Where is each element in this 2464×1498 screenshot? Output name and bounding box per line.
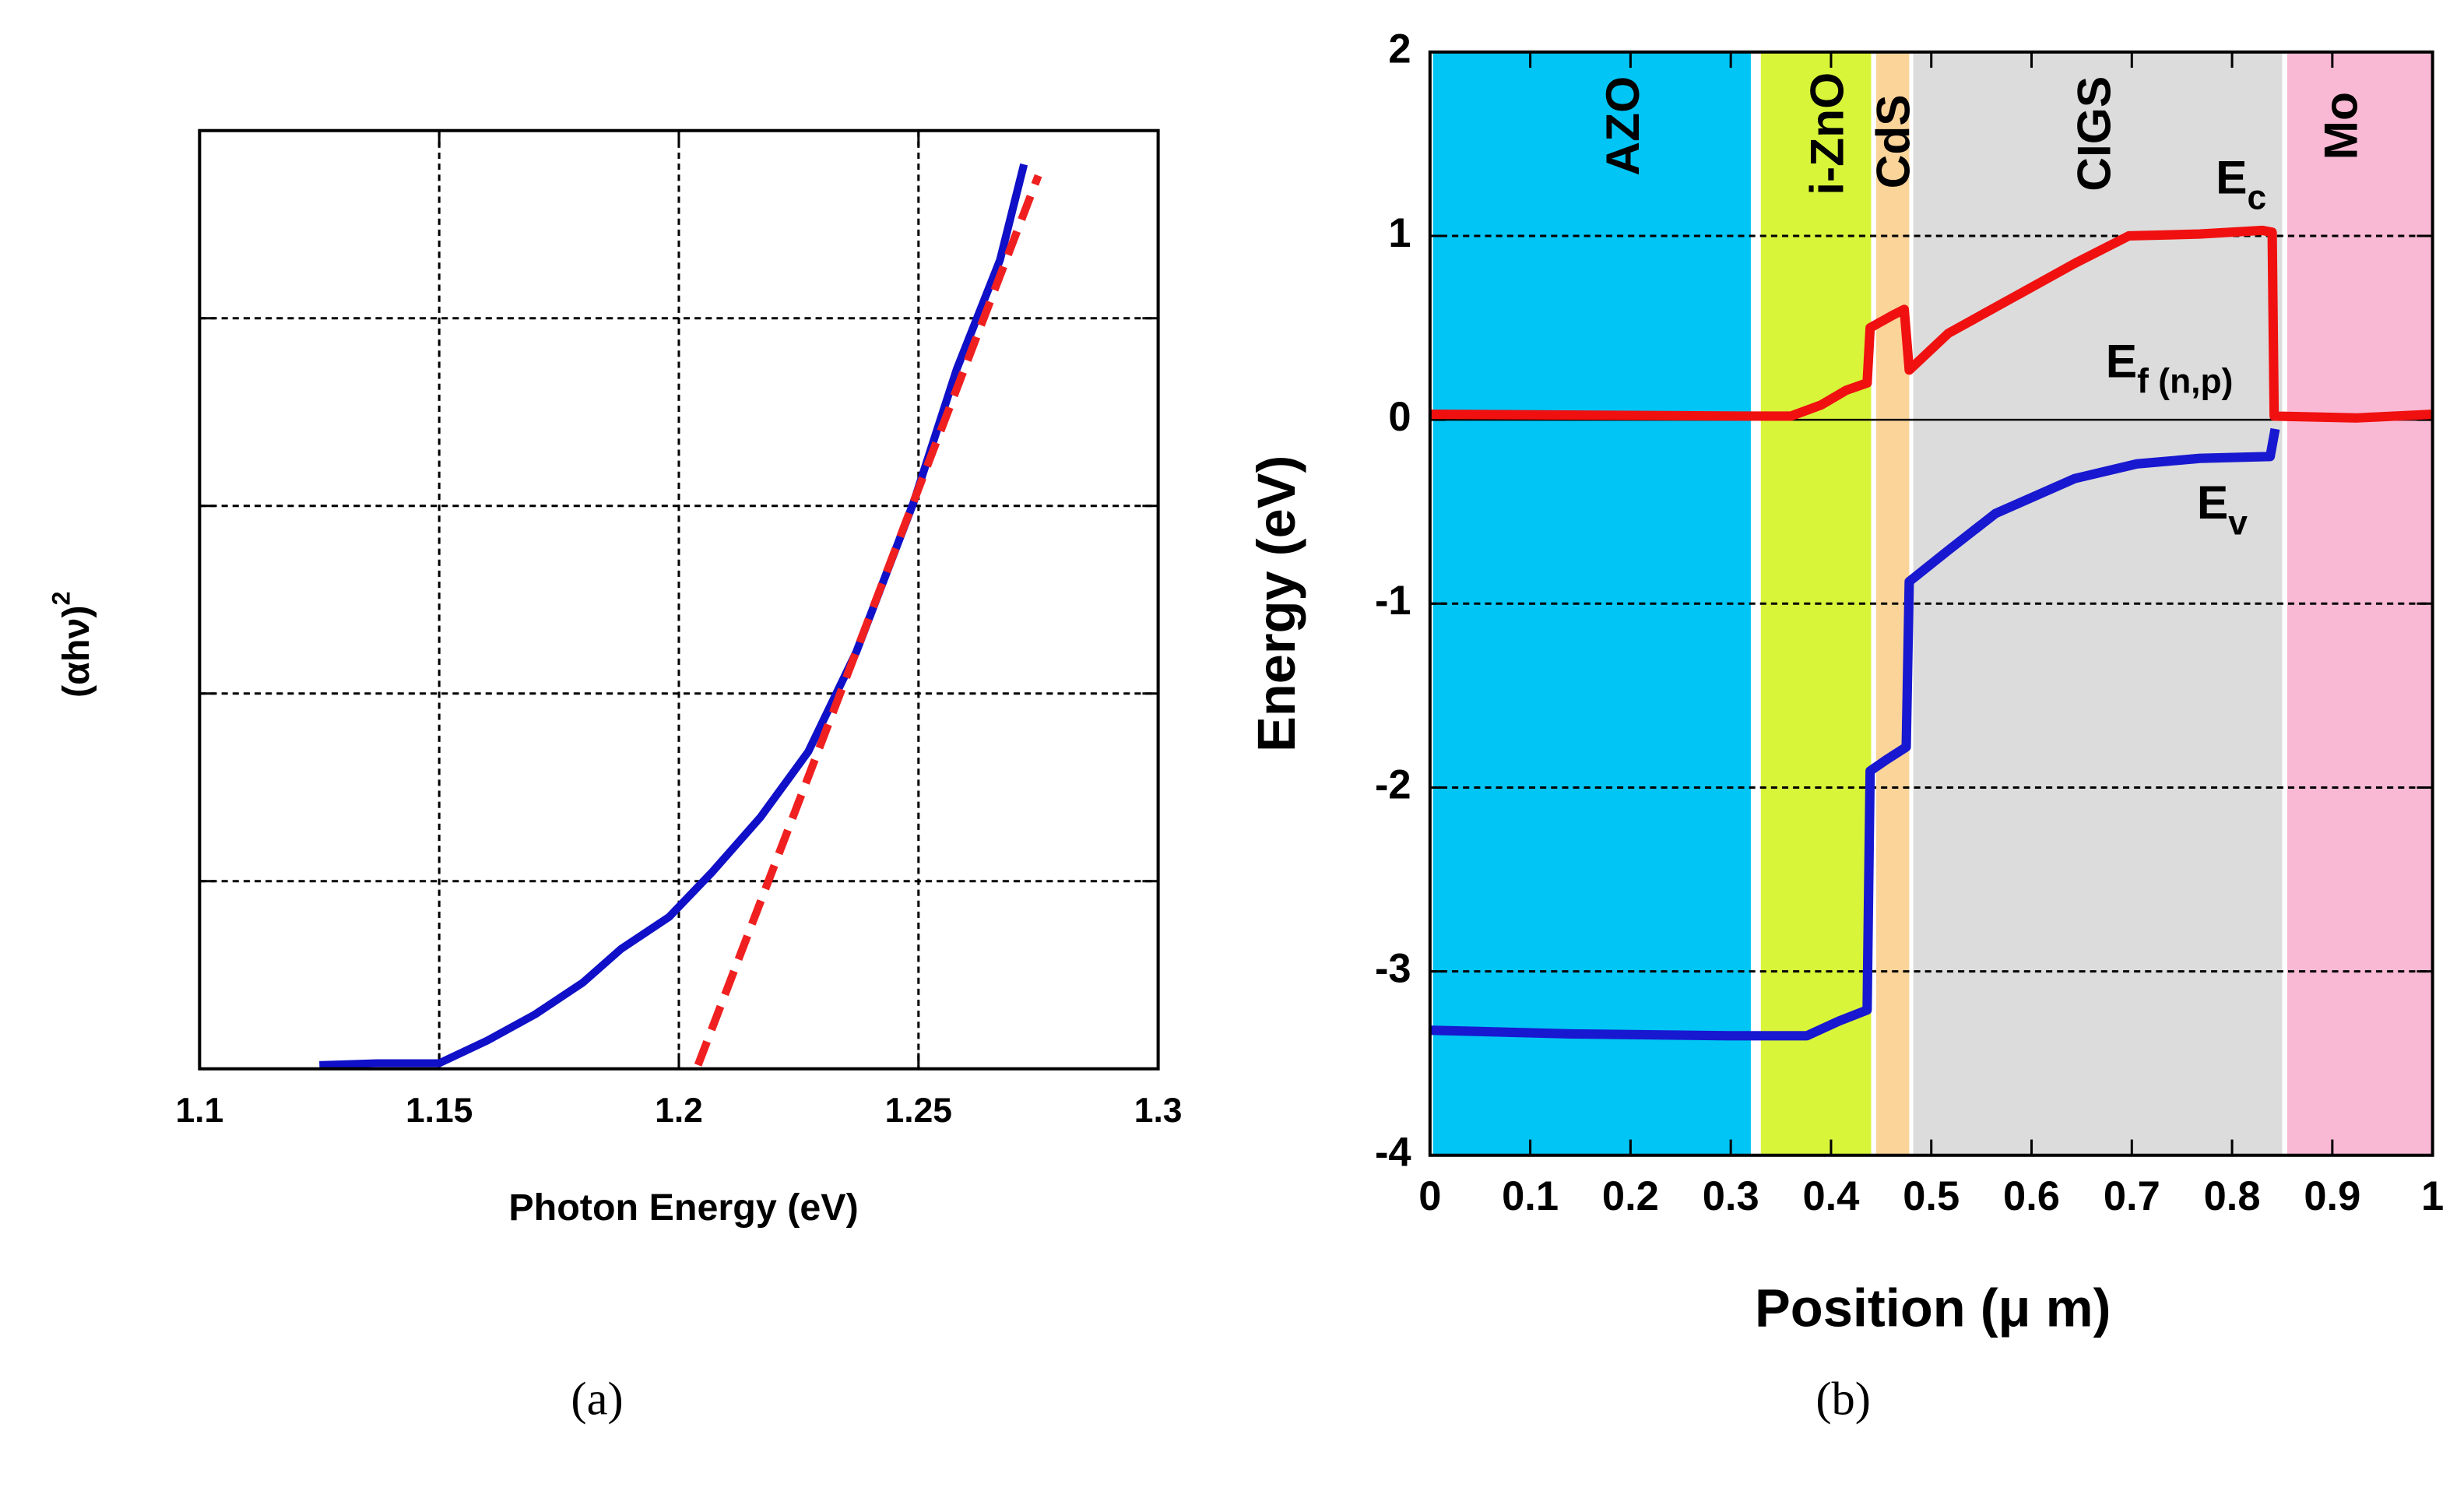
data-line (1429, 427, 2280, 1041)
y-tick-label: 0 (1388, 394, 1411, 440)
annotation-sub: c (2247, 178, 2266, 216)
y-tick-label: 2 (1388, 26, 1411, 72)
x-tick-label: 1.1 (175, 1092, 223, 1130)
x-axis-label: Position (μ m) (1755, 1278, 2111, 1338)
annotation-sub: f (n,p) (2137, 362, 2233, 400)
x-axis-label: Photon Energy (eV) (508, 1187, 858, 1229)
y-tick-label: -3 (1375, 945, 1411, 991)
data-line (694, 174, 1042, 1067)
region-label: Mo (2315, 92, 2367, 160)
x-tick-label: 0.7 (2104, 1173, 2160, 1219)
annotation: Ef (n,p) (2106, 334, 2234, 400)
y-label-text: (αhν) (55, 605, 97, 698)
y-label-sup: 2 (47, 591, 75, 605)
region-label: CdS (1866, 94, 1919, 188)
plot-frame (198, 128, 1160, 1071)
annotation-sub: v (2228, 504, 2248, 542)
data-line (1429, 225, 2433, 423)
region-label: CIGS (2068, 76, 2121, 192)
y-axis-label: Energy (eV) (1246, 455, 1306, 752)
x-tick-label: 1 (2421, 1173, 2444, 1219)
caption: (b) (1815, 1373, 1871, 1426)
annotation: Ec (2216, 150, 2266, 216)
annotation-text: E (2106, 334, 2137, 387)
x-tick-label: 0.8 (2204, 1173, 2261, 1219)
annotation-text: E (2216, 150, 2247, 203)
region-label: i-ZnO (1801, 72, 1854, 195)
y-tick-label: -2 (1375, 761, 1411, 807)
y-axis-label: (αhν)2 (47, 591, 97, 698)
x-tick-label: 0.3 (1703, 1173, 1759, 1219)
x-tick-label: 0.1 (1502, 1173, 1559, 1219)
plot-frame (1428, 50, 2434, 1157)
charts: 1.1 1.15 1.2 1.25 1.3 AZO i-ZnO CdS CIGS Mo -4 -3 -2… (175, 26, 2444, 1220)
x-tick-label: 1.25 (885, 1092, 952, 1130)
annotation: Ev (2197, 476, 2248, 542)
region (1432, 51, 1751, 1155)
data-line (319, 163, 1028, 1069)
x-tick-label: 1.2 (655, 1092, 703, 1130)
x-tick-label: 0.9 (2304, 1173, 2360, 1219)
region-label: AZO (1596, 76, 1649, 176)
y-tick-label: 1 (1388, 210, 1411, 256)
caption: (a) (571, 1373, 623, 1426)
x-tick-label: 0.5 (1903, 1173, 1960, 1219)
y-tick-label: -1 (1375, 578, 1411, 624)
x-tick-label: 1.3 (1134, 1092, 1183, 1130)
x-tick-label: 0.6 (2003, 1173, 2060, 1219)
x-tick-label: 0.2 (1602, 1173, 1659, 1219)
annotation-text: E (2197, 476, 2228, 529)
x-tick-label: 0 (1418, 1173, 1441, 1219)
x-tick-label: 1.15 (406, 1092, 473, 1130)
y-tick-label: -4 (1375, 1130, 1411, 1176)
x-tick-label: 0.4 (1802, 1173, 1859, 1219)
